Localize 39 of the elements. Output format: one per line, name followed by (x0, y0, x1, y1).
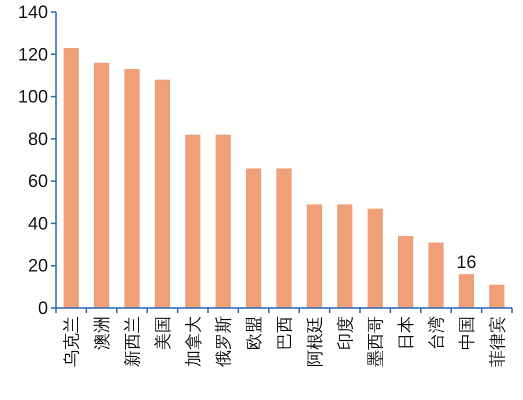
bar (368, 208, 383, 308)
x-tick-label: 俄罗斯 (214, 316, 234, 367)
y-tick-label: 0 (38, 298, 48, 318)
bar (64, 48, 79, 308)
data-label: 16 (456, 252, 476, 272)
bar (154, 80, 170, 308)
x-tick-label: 中国 (457, 316, 476, 350)
x-tick-label: 台湾 (427, 316, 446, 350)
x-tick-label: 美国 (153, 316, 172, 350)
x-tick-label: 印度 (336, 316, 355, 350)
x-tick-label: 菲律宾 (488, 316, 507, 367)
y-tick-label: 80 (28, 128, 48, 149)
bar (216, 134, 231, 308)
bar (489, 284, 504, 308)
y-tick-label: 140 (18, 2, 48, 22)
bar (276, 168, 292, 308)
y-tick-label: 120 (18, 44, 48, 64)
y-tick-label: 60 (28, 171, 48, 192)
y-tick-label: 100 (18, 86, 48, 107)
x-tick-label: 日本 (396, 316, 416, 350)
x-tick-label: 加拿大 (184, 316, 203, 367)
x-tick-label: 新西兰 (123, 316, 142, 367)
y-tick-label: 20 (28, 256, 48, 276)
bar (458, 274, 474, 308)
bar (246, 168, 262, 308)
bar (428, 242, 444, 308)
bar (398, 236, 414, 308)
bar (185, 134, 200, 308)
x-tick-label: 澳洲 (92, 316, 112, 350)
x-tick-label: 乌克兰 (62, 316, 82, 367)
y-tick-label: 40 (28, 213, 48, 234)
bar (337, 204, 352, 308)
x-tick-label: 巴西 (275, 316, 294, 350)
x-tick-label: 墨西哥 (366, 316, 386, 367)
bar (94, 62, 110, 308)
x-tick-label: 欧盟 (244, 316, 264, 350)
x-tick-label: 阿根廷 (305, 316, 324, 367)
bar (306, 204, 322, 308)
bar (124, 69, 140, 308)
